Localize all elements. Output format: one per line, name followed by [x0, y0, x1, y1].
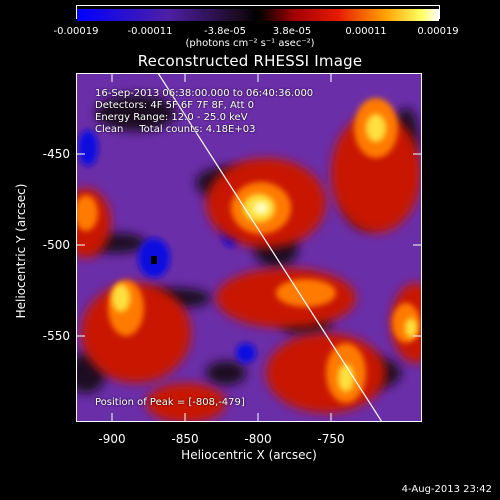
y-tick-label: -500: [42, 238, 70, 252]
colorbar-tick: 0.00019: [417, 26, 459, 37]
x-tick-label: -850: [171, 432, 199, 446]
generation-timestamp: 4-Aug-2013 23:42: [401, 484, 492, 495]
solar-limb-line: [157, 73, 383, 422]
minimum-marker: [151, 256, 157, 264]
colorbar-gradient: [77, 9, 439, 21]
colorbar-tick: -3.8e-05: [204, 26, 246, 37]
plot-frame: [76, 73, 422, 422]
x-tick-label: -900: [98, 432, 126, 446]
x-tick-label: -750: [317, 432, 345, 446]
clean-counts-label: Clean Total counts: 4.18E+03: [95, 124, 256, 135]
y-tick-label: -550: [42, 329, 70, 343]
x-axis-label: Heliocentric X (arcsec): [181, 448, 317, 462]
heatmap-plot: [76, 73, 422, 422]
time-range-label: 16-Sep-2013 06:38:00.000 to 06:40:36.000: [95, 88, 314, 99]
heatmap-image: [76, 73, 422, 422]
axis-ticks: [76, 73, 422, 422]
energy-range-label: Energy Range: 12.0 - 25.0 keV: [95, 112, 248, 123]
colorbar-units: (photons cm⁻² s⁻¹ asec⁻²): [185, 38, 315, 49]
colorbar-tick: 0.00011: [345, 26, 387, 37]
x-tick-label: -800: [244, 432, 272, 446]
plot-title: Reconstructed RHESSI Image: [137, 52, 363, 70]
colorbar-tick: 3.8e-05: [272, 26, 312, 37]
detectors-label: Detectors: 4F 5F 6F 7F 8F, Att 0: [95, 100, 255, 111]
y-tick-label: -450: [42, 147, 70, 161]
colorbar-tick: -0.00011: [127, 26, 173, 37]
colorbar-tick: -0.00019: [53, 26, 99, 37]
peak-position-label: Position of Peak = [-808,-479]: [95, 397, 245, 408]
colorbar: [76, 5, 440, 21]
y-axis-label: Heliocentric Y (arcsec): [14, 183, 28, 319]
